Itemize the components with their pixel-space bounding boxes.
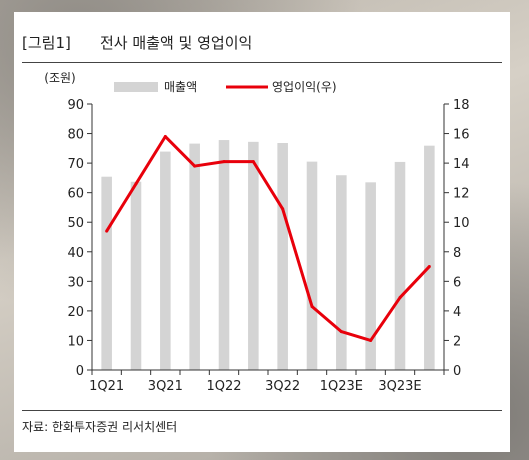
left-tick-label: 60: [67, 187, 84, 202]
legend-line-label: 영업이익(우): [272, 80, 337, 94]
x-tick-label: 1Q21: [89, 379, 124, 394]
source-note: 자료: 한화투자증권 리서치센터: [22, 420, 178, 434]
figure-card: [그림1] 전사 매출액 및 영업이익 (조원) 매출액 영업이익(우) 0 10 2…: [14, 12, 510, 452]
right-axis: 0 2 4 6 8 10 12 14 16 18: [443, 98, 470, 379]
right-tick-label: 18: [453, 98, 470, 113]
bar: [218, 140, 230, 370]
x-tick-label: 1Q22: [206, 379, 241, 394]
figure-tag: [그림1]: [22, 34, 71, 52]
left-tick-label: 80: [67, 128, 84, 143]
line-point: [281, 207, 285, 211]
line-point: [105, 229, 109, 233]
line-point: [251, 160, 255, 164]
right-tick-label: 8: [453, 246, 461, 261]
bar: [248, 141, 259, 370]
line-point: [339, 330, 343, 334]
bar: [336, 175, 347, 370]
right-tick-label: 0: [453, 364, 461, 379]
right-tick-label: 2: [453, 334, 461, 349]
x-tick-label: 1Q23E: [320, 379, 363, 394]
operating-profit-line: [105, 135, 431, 342]
combo-chart: (조원) 매출액 영업이익(우) 0 10 20 30 40 50 60 70 80 90 0 2 4 6…: [44, 71, 470, 394]
bar-series: [101, 140, 435, 370]
bar: [277, 143, 288, 370]
x-axis: 1Q21 3Q21 1Q22 3Q22 1Q23E 3Q23E: [89, 369, 445, 394]
bar: [160, 151, 171, 370]
legend-bar-label: 매출액: [164, 80, 197, 94]
top-rule: [22, 62, 502, 63]
bar: [306, 161, 318, 370]
line-point: [310, 304, 314, 308]
left-tick-label: 0: [76, 364, 84, 379]
bar: [394, 161, 406, 370]
left-tick-label: 20: [67, 305, 84, 320]
line-point: [398, 296, 402, 300]
figure-header: [그림1] 전사 매출액 및 영업이익: [22, 32, 502, 56]
left-tick-label: 50: [67, 216, 84, 231]
line-point: [193, 164, 197, 168]
bar: [365, 182, 376, 370]
line-point: [222, 160, 226, 164]
right-tick-label: 10: [453, 216, 470, 231]
line-point: [163, 135, 167, 139]
bar: [130, 181, 142, 370]
line-point: [427, 265, 431, 269]
left-tick-label: 70: [67, 157, 84, 172]
left-axis: 0 10 20 30 40 50 60 70 80 90: [67, 98, 93, 379]
line-point: [369, 338, 373, 342]
line-point: [134, 182, 138, 186]
right-tick-label: 6: [453, 275, 461, 290]
right-tick-label: 4: [453, 305, 461, 320]
right-tick-label: 16: [453, 128, 470, 143]
bottom-rule: [22, 410, 502, 411]
legend: 매출액 영업이익(우): [114, 80, 337, 94]
right-tick-label: 14: [453, 157, 470, 172]
figure-title: 전사 매출액 및 영업이익: [100, 34, 253, 52]
x-tick-label: 3Q23E: [378, 379, 421, 394]
left-tick-label: 30: [67, 275, 84, 290]
bar: [424, 145, 435, 370]
line-series: [105, 135, 431, 342]
left-tick-label: 10: [67, 334, 84, 349]
legend-bar-swatch: [114, 82, 158, 92]
bar: [101, 176, 112, 370]
x-tick-label: 3Q22: [265, 379, 300, 394]
left-tick-label: 40: [67, 246, 84, 261]
bar: [189, 143, 200, 370]
x-tick-label: 3Q21: [148, 379, 183, 394]
left-tick-label: 90: [67, 98, 84, 113]
left-axis-unit-label: (조원): [44, 71, 75, 85]
right-tick-label: 12: [453, 187, 470, 202]
